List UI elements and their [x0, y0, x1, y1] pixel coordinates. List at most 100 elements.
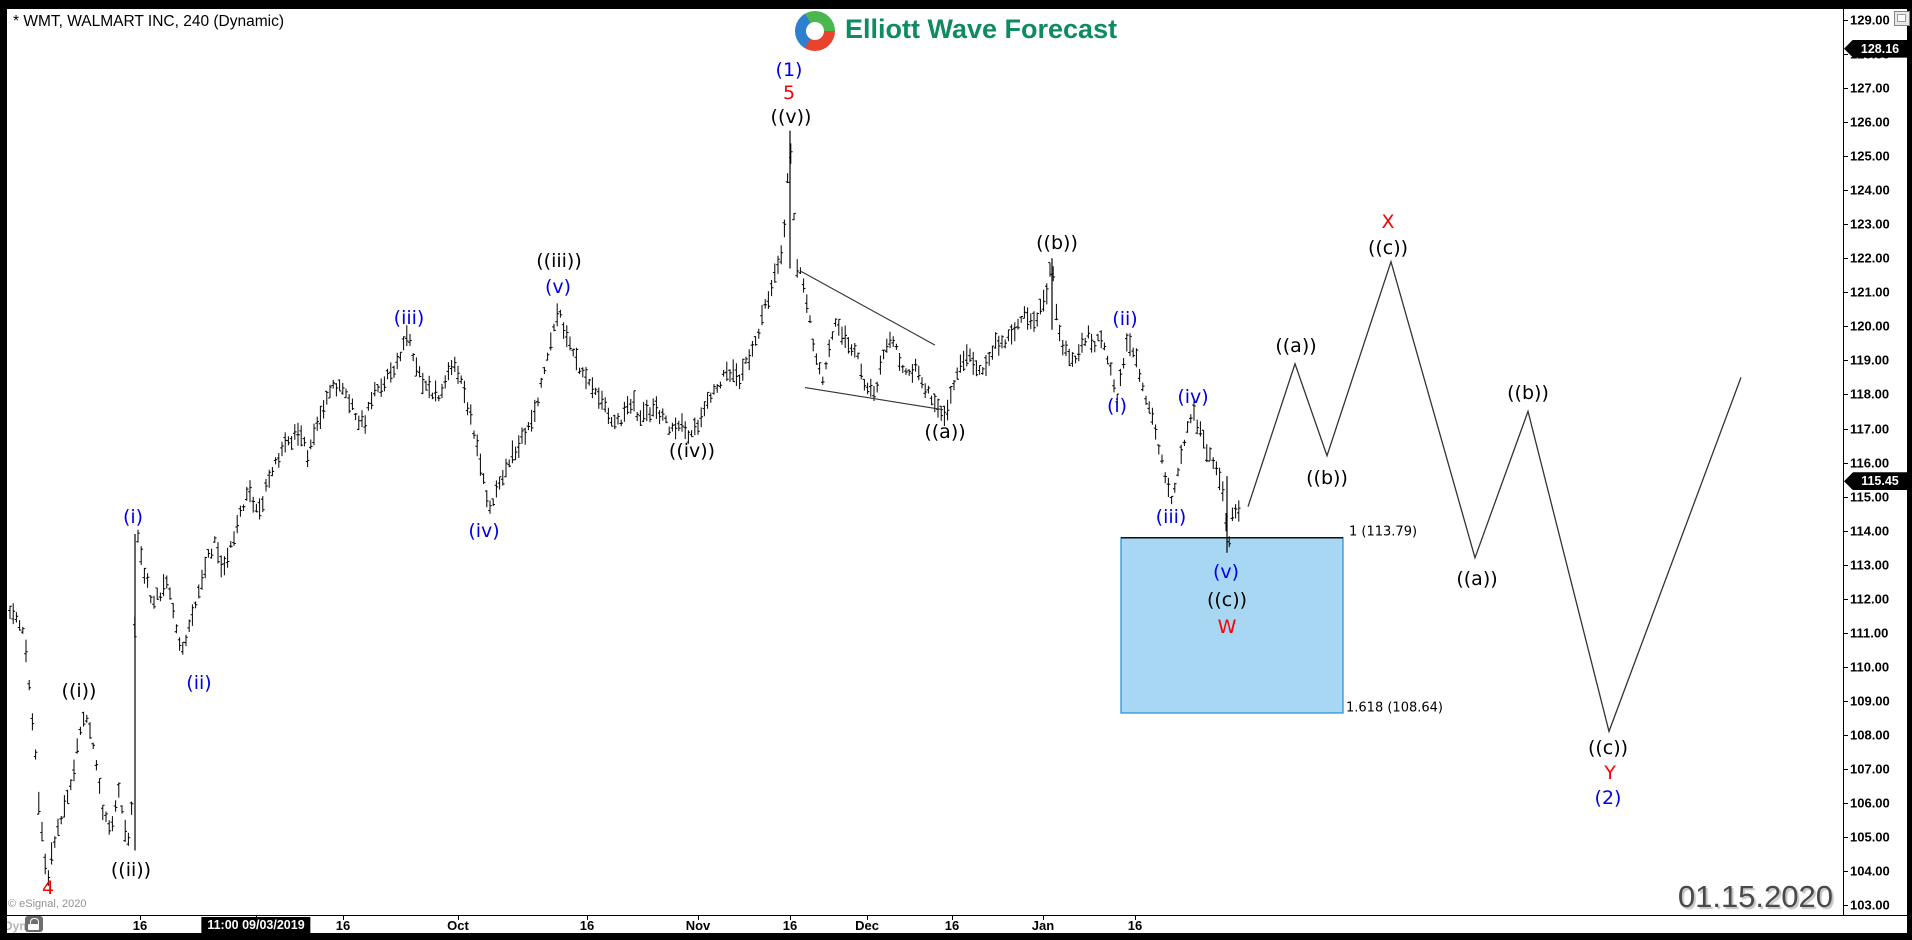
price-axis-tick [1844, 122, 1848, 124]
time-axis-label: 16 [944, 918, 960, 933]
price-axis-tick [1844, 360, 1848, 362]
time-axis-tick [458, 915, 459, 920]
wave-label-2[interactable]: (2) [1594, 787, 1622, 809]
triangle-upper-trendline[interactable] [801, 271, 936, 346]
price-axis-tick [1844, 20, 1848, 21]
time-axis-tick [952, 915, 953, 920]
time-axis-label: Dec [855, 918, 879, 933]
date-watermark: 01.15.2020 [1677, 879, 1833, 914]
time-axis-tick [343, 915, 344, 920]
price-axis-tick [1844, 462, 1848, 464]
time-axis-tick [698, 915, 699, 920]
price-axis-tick [1844, 666, 1848, 668]
wave-label-c[interactable]: ((c)) [1587, 737, 1629, 759]
wave-label-v[interactable]: ((v)) [770, 106, 812, 128]
price-axis-label: 111.00 [1850, 625, 1889, 641]
elliott-wave-forecast-logo-icon [795, 11, 835, 51]
wave-label-iii[interactable]: ((iii)) [536, 250, 582, 272]
price-axis-tick [1844, 700, 1848, 702]
price-axis-label: 113.00 [1850, 557, 1890, 573]
price-axis-label: 118.00 [1850, 386, 1890, 402]
wave-label-5[interactable]: 5 [782, 82, 796, 104]
wave-label-4[interactable]: 4 [41, 877, 55, 899]
wave-label-v[interactable]: (v) [544, 276, 572, 298]
wave-label-a[interactable]: ((a)) [1456, 568, 1498, 590]
time-axis-tick [867, 915, 868, 920]
window-frame-right [1907, 0, 1912, 940]
time-axis-label: 16 [1127, 918, 1143, 933]
time-axis-label: Jan [1031, 918, 1055, 933]
price-axis-tick [1844, 292, 1848, 294]
price-axis-label: 114.00 [1850, 523, 1890, 539]
price-axis-tick [1844, 224, 1848, 226]
price-axis-tick [1844, 496, 1848, 498]
fib-target-box[interactable] [1120, 537, 1344, 714]
window-frame-bottom [0, 933, 1912, 940]
price-axis-label: 124.00 [1850, 182, 1890, 198]
wave-label-W[interactable]: W [1217, 616, 1237, 638]
wave-label-v[interactable]: (v) [1212, 561, 1240, 583]
wave-label-i[interactable]: (i) [122, 506, 144, 528]
window-frame-top [0, 0, 1912, 9]
time-axis-label: 16 [782, 918, 798, 933]
price-axis-label: 116.00 [1850, 455, 1890, 470]
price-axis-tick [1844, 598, 1848, 600]
wave-label-b[interactable]: ((b)) [1507, 382, 1549, 404]
wave-label-iii[interactable]: (iii) [393, 307, 425, 329]
price-axis-label: 119.00 [1850, 352, 1890, 368]
chart-title: * WMT, WALMART INC, 240 (Dynamic) [13, 13, 285, 30]
wave-label-i[interactable]: (i) [1106, 395, 1128, 417]
ohlc-bars [8, 143, 1241, 886]
price-axis-label: 106.00 [1850, 795, 1890, 811]
wave-label-c[interactable]: ((c)) [1367, 237, 1409, 259]
time-axis-tick [1135, 915, 1136, 920]
window-corner-icon[interactable] [1894, 11, 1910, 26]
price-axis-tick [1844, 905, 1848, 906]
price-axis-tick [1844, 564, 1848, 566]
price-axis-tick [1844, 428, 1848, 430]
price-axis-label: 122.00 [1850, 250, 1890, 266]
lock-icon[interactable] [25, 916, 43, 932]
wave-label-i[interactable]: ((i)) [61, 680, 97, 702]
time-axis-tick [140, 915, 141, 920]
time-axis-tick [1043, 915, 1044, 920]
time-axis-label: Nov [685, 918, 711, 933]
time-axis-label: 16 [335, 918, 351, 933]
forecast-projection-line[interactable] [1247, 259, 1742, 734]
time-axis-label: Oct [447, 918, 469, 933]
price-axis-tick [1844, 258, 1848, 260]
price-badge-session: 128.16 [1844, 39, 1912, 58]
time-axis-tick [587, 915, 588, 920]
price-axis-label: 123.00 [1850, 216, 1890, 232]
wave-label-iv[interactable]: (iv) [468, 520, 500, 542]
price-axis-label: 121.00 [1850, 284, 1890, 300]
price-axis-tick [1844, 632, 1848, 634]
wave-label-b[interactable]: ((b)) [1306, 467, 1348, 489]
wave-label-a[interactable]: ((a)) [1275, 335, 1317, 357]
price-axis-tick [1844, 802, 1848, 804]
price-axis-label: 120.00 [1850, 318, 1890, 334]
price-axis-label: 103.00 [1850, 897, 1890, 913]
price-axis-label: 108.00 [1850, 727, 1890, 743]
wave-label-iv[interactable]: ((iv)) [668, 440, 716, 462]
elliott-wave-forecast-logo-text: Elliott Wave Forecast [845, 14, 1118, 44]
wave-label-ii[interactable]: (ii) [186, 672, 212, 694]
wave-label-ii[interactable]: (ii) [1112, 308, 1138, 330]
time-axis-label: 16 [132, 918, 148, 933]
wave-label-ii[interactable]: ((ii)) [110, 859, 152, 881]
wave-label-c[interactable]: ((c)) [1206, 589, 1248, 611]
price-axis-tick [1844, 768, 1848, 770]
wave-label-iv[interactable]: (iv) [1177, 386, 1209, 408]
wave-label-1[interactable]: (1) [775, 59, 803, 81]
wave-label-b[interactable]: ((b)) [1036, 232, 1078, 254]
wave-label-Y[interactable]: Y [1604, 762, 1616, 784]
price-axis-label: 115.00 [1850, 489, 1890, 504]
triangle-lower-trendline[interactable] [804, 387, 944, 411]
wave-label-a[interactable]: ((a)) [924, 421, 966, 443]
wave-label-iii[interactable]: (iii) [1155, 506, 1187, 528]
price-axis-tick [1844, 190, 1848, 192]
price-axis-tick [1844, 734, 1848, 736]
time-axis-label: 16 [579, 918, 595, 933]
wave-label-X[interactable]: X [1381, 211, 1395, 233]
